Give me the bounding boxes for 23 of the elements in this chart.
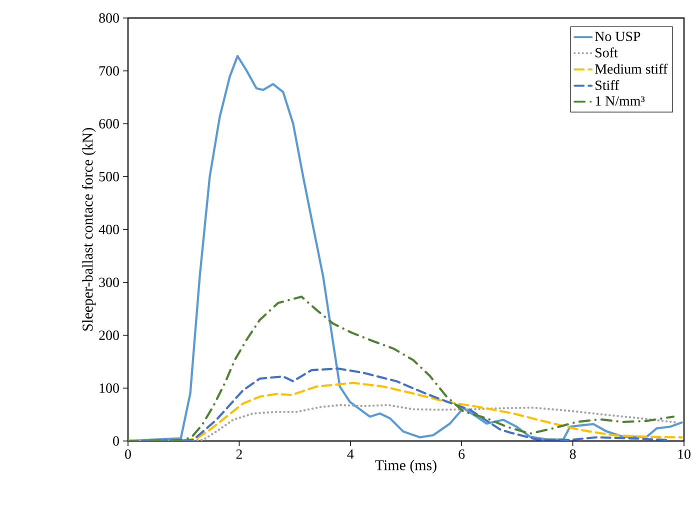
legend-label: Stiff bbox=[596, 80, 620, 90]
x-tick-label: 10 bbox=[678, 449, 690, 459]
x-tick-label: 2 bbox=[236, 450, 242, 459]
legend-label: Soft bbox=[596, 47, 618, 58]
y-tick-label: 200 bbox=[99, 330, 119, 340]
x-tick-label: 8 bbox=[570, 449, 576, 459]
y-tick-label: 100 bbox=[100, 383, 119, 393]
legend-label: 1 N/mm³ bbox=[596, 96, 645, 106]
y-tick-label: 300 bbox=[99, 278, 119, 288]
y-tick-label: 700 bbox=[100, 66, 119, 76]
y-tick-label: 500 bbox=[99, 172, 119, 182]
y-tick-label: 600 bbox=[99, 119, 119, 128]
y-axis-title: Sleeper-ballast contace force (kN) bbox=[82, 128, 96, 331]
y-tick-label: 0 bbox=[113, 436, 119, 446]
y-tick-label: 800 bbox=[99, 13, 119, 23]
legend-label: Medium stiff bbox=[595, 64, 668, 74]
line-series bbox=[128, 296, 675, 441]
legend-label: No USP bbox=[595, 32, 640, 42]
x-tick-label: 6 bbox=[458, 450, 465, 459]
x-tick-label: 0 bbox=[125, 449, 131, 459]
y-tick-label: 400 bbox=[98, 224, 119, 234]
x-axis-title: Time (ms) bbox=[375, 460, 436, 474]
x-tick-label: 4 bbox=[347, 449, 354, 459]
